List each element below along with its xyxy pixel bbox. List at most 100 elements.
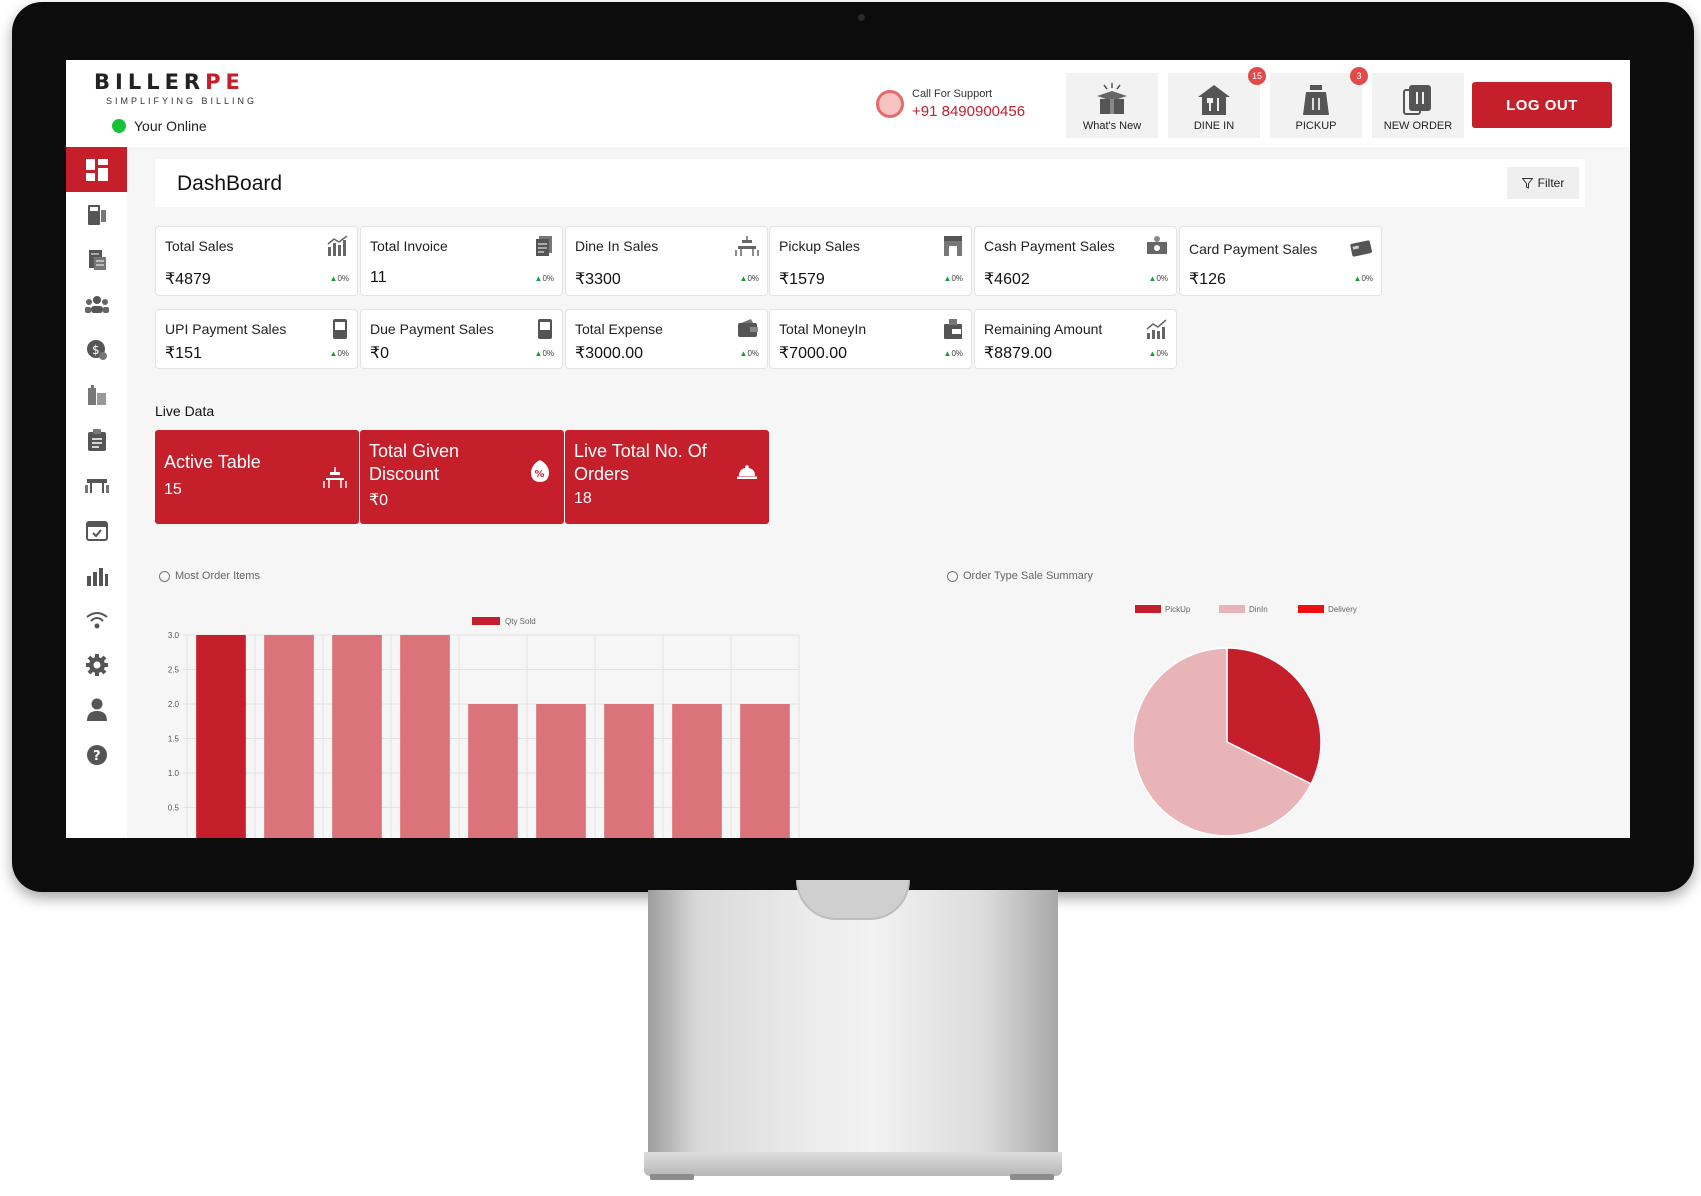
wifi-icon [85, 611, 108, 628]
legend-swatch [1219, 605, 1245, 613]
sidebar-item-tables[interactable] [66, 462, 127, 507]
stat-card-remaining-amount[interactable]: Remaining Amount ₹8879.00 ▲0% [974, 309, 1177, 369]
new-order-button[interactable]: NEW ORDER [1372, 73, 1464, 138]
y-tick-label: 2.5 [168, 666, 180, 675]
inventory-icon [87, 384, 106, 405]
online-status-label: Your Online [134, 118, 207, 134]
stat-card-change: ▲0% [534, 274, 554, 283]
stat-card-value: ₹7000.00 [779, 345, 848, 362]
discount-tag-icon: % [531, 460, 549, 482]
sidebar-item-help[interactable]: ? [66, 732, 127, 777]
sidebar-item-invoice[interactable] [66, 237, 127, 282]
sidebar-item-payments[interactable]: $ [66, 327, 127, 372]
pos-icon [87, 204, 106, 225]
stat-card-value: ₹8879.00 [984, 345, 1053, 362]
bar [196, 635, 246, 838]
live-card-value: 18 [574, 490, 592, 507]
stat-card-total-moneyin[interactable]: Total MoneyIn ₹7000.00 ▲0% [769, 309, 972, 369]
stat-card-change: ▲0% [329, 349, 349, 358]
pickup-button[interactable]: 3 PICKUP [1270, 67, 1368, 138]
settings-icon [85, 653, 108, 676]
support-phone[interactable]: +91 8490900456 [912, 103, 1026, 120]
whats-new-button[interactable]: What's New [1066, 73, 1158, 138]
dashboard-icon [85, 158, 108, 181]
logo-tagline: SIMPLIFYING BILLING [106, 96, 258, 106]
legend-label: DinIn [1249, 605, 1268, 614]
sidebar-item-customers[interactable] [66, 282, 127, 327]
legend-label: Qty Sold [505, 617, 536, 626]
live-card-total-given-discount[interactable]: Total Given Discount ₹0 % [360, 430, 564, 524]
stat-card-upi-payment-sales[interactable]: UPI Payment Sales ₹151 ▲0% [155, 309, 358, 369]
stat-card-label: Due Payment Sales [370, 321, 494, 337]
y-tick-label: 0.5 [168, 804, 180, 813]
filter-label: Filter [1537, 176, 1565, 190]
table-icon [84, 478, 109, 493]
support-contact[interactable]: Call For Support +91 8490900456 [876, 88, 1025, 120]
sidebar-item-inventory[interactable] [66, 372, 127, 417]
pickup-label: PICKUP [1295, 120, 1337, 132]
logo[interactable]: BILLERPE SIMPLIFYING BILLING [94, 70, 257, 106]
whats-new-label: What's New [1082, 120, 1142, 132]
stat-card-value: ₹151 [165, 345, 202, 362]
bar [740, 704, 790, 838]
stat-card-label: Total Sales [165, 238, 234, 254]
sidebar-item-reports[interactable] [66, 552, 127, 597]
camera-dot [858, 14, 865, 21]
monitor-stand [648, 890, 1058, 1158]
stat-card-change: ▲0% [739, 349, 759, 358]
stat-card-cash-payment-sales[interactable]: Cash Payment Sales ₹4602 ▲0% [974, 226, 1177, 296]
sidebar-item-settings[interactable] [66, 642, 127, 687]
clipboard-icon [87, 428, 106, 451]
svg-text:?: ? [93, 749, 101, 764]
stat-card-value: ₹4879 [165, 271, 211, 288]
online-status: Your Online [112, 118, 207, 134]
dashboard-header: DashBoard Filter [155, 159, 1585, 207]
stand-base [644, 1152, 1062, 1176]
filter-button[interactable]: Filter [1507, 167, 1579, 199]
legend-swatch [472, 617, 500, 625]
new-order-icon [1403, 85, 1431, 115]
headset-icon [876, 90, 904, 118]
stat-card-card-payment-sales[interactable]: Card Payment Sales ₹126 ▲0% [1179, 226, 1382, 296]
y-tick-label: 2.0 [168, 700, 180, 709]
stat-card-value: 11 [370, 269, 387, 286]
live-card-label: Total Given [369, 441, 460, 461]
sidebar-item-dashboard[interactable] [66, 147, 127, 192]
y-tick-label: 3.0 [168, 631, 180, 640]
y-tick-label: 1.0 [168, 769, 180, 778]
stat-card-total-invoice[interactable]: Total Invoice 11 ▲0% [360, 226, 563, 296]
stat-card-pickup-sales[interactable]: Pickup Sales ₹1579 ▲0% [769, 226, 972, 296]
sidebar: $ ? [66, 147, 127, 838]
stat-card-label: Total MoneyIn [779, 321, 867, 337]
user-icon [86, 698, 107, 721]
online-indicator-icon [112, 119, 126, 133]
dine-in-label: DINE IN [1193, 120, 1235, 132]
stat-card-due-payment-sales[interactable]: Due Payment Sales ₹0 ▲0% [360, 309, 563, 369]
stat-card-label: Remaining Amount [984, 321, 1103, 337]
stat-card-label: Total Expense [575, 321, 663, 337]
stat-card-total-expense[interactable]: Total Expense ₹3000.00 ▲0% [565, 309, 768, 369]
stat-card-dine-in-sales[interactable]: Dine In Sales ₹3300 ▲0% [565, 226, 768, 296]
payments-icon: $ [86, 339, 107, 360]
logout-button[interactable]: LOG OUT [1472, 82, 1612, 128]
live-card-active-table[interactable]: Active Table 15 [155, 430, 359, 524]
support-label: Call For Support [912, 88, 993, 100]
sidebar-item-pos[interactable] [66, 192, 127, 237]
svg-text:$: $ [92, 343, 100, 357]
pie-slice [1226, 647, 1322, 785]
stat-card-total-sales[interactable]: Total Sales ₹4879 ▲0% [155, 226, 358, 296]
sidebar-item-profile[interactable] [66, 687, 127, 732]
pie-chart-title: Order Type Sale Summary [947, 570, 1093, 582]
cloche-icon [737, 465, 757, 479]
live-card-label: Orders [574, 464, 630, 484]
pie-slice [1132, 647, 1313, 837]
live-card-live-orders[interactable]: Live Total No. Of Orders 18 [565, 430, 769, 524]
sidebar-item-calendar[interactable] [66, 507, 127, 552]
dine-in-button[interactable]: 15 DINE IN [1168, 67, 1266, 138]
sidebar-item-tasks[interactable] [66, 417, 127, 462]
stand-cable-hole [796, 880, 910, 920]
bar [264, 635, 314, 838]
bar [536, 704, 586, 838]
sidebar-item-online[interactable] [66, 597, 127, 642]
stat-card-value: ₹3300 [575, 271, 621, 288]
